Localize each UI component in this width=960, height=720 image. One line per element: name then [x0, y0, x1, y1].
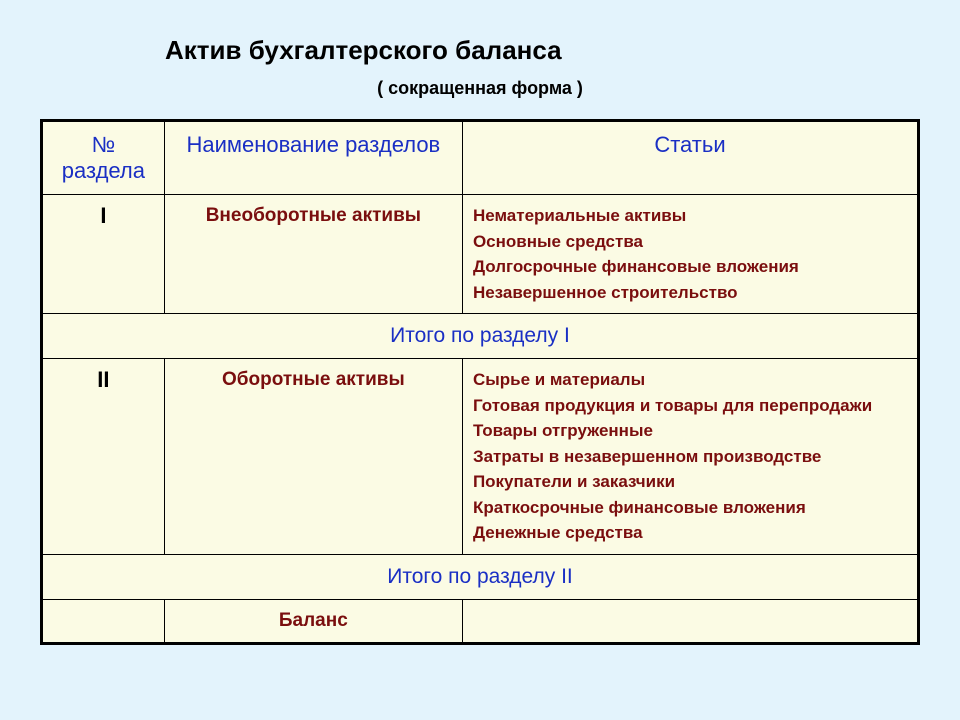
article-item: Денежные средства — [473, 520, 907, 546]
section-row: I Внеоборотные активы Нематериальные акт… — [42, 195, 919, 314]
table-header-row: № раздела Наименование разделов Статьи — [42, 121, 919, 195]
balance-table: № раздела Наименование разделов Статьи I… — [40, 119, 920, 645]
section-articles: Нематериальные активы Основные средства … — [462, 195, 918, 314]
subtotal-row: Итого по разделу I — [42, 314, 919, 359]
section-number: I — [42, 195, 165, 314]
section-articles: Сырье и материалы Готовая продукция и то… — [462, 359, 918, 555]
col-header-name: Наименование разделов — [164, 121, 462, 195]
balance-row: Баланс — [42, 599, 919, 643]
article-item: Сырье и материалы — [473, 367, 907, 393]
subtotal-label: Итого по разделу II — [42, 554, 919, 599]
article-item: Незавершенное строительство — [473, 280, 907, 306]
article-item: Затраты в незавершенном производстве — [473, 444, 907, 470]
article-item: Товары отгруженные — [473, 418, 907, 444]
article-item: Готовая продукция и товары для перепрода… — [473, 393, 907, 419]
article-item: Покупатели и заказчики — [473, 469, 907, 495]
article-item: Нематериальные активы — [473, 203, 907, 229]
subtotal-row: Итого по разделу II — [42, 554, 919, 599]
section-name: Оборотные активы — [164, 359, 462, 555]
page-title: Актив бухгалтерского баланса — [165, 35, 920, 66]
subtotal-label: Итого по разделу I — [42, 314, 919, 359]
balance-label: Баланс — [164, 599, 462, 643]
section-number: II — [42, 359, 165, 555]
col-header-articles: Статьи — [462, 121, 918, 195]
article-item: Краткосрочные финансовые вложения — [473, 495, 907, 521]
article-item: Долгосрочные финансовые вложения — [473, 254, 907, 280]
col-header-number: № раздела — [42, 121, 165, 195]
balance-empty-art — [462, 599, 918, 643]
section-row: II Оборотные активы Сырье и материалы Го… — [42, 359, 919, 555]
page-subtitle: ( сокращенная форма ) — [40, 78, 920, 99]
article-item: Основные средства — [473, 229, 907, 255]
balance-empty-num — [42, 599, 165, 643]
section-name: Внеоборотные активы — [164, 195, 462, 314]
